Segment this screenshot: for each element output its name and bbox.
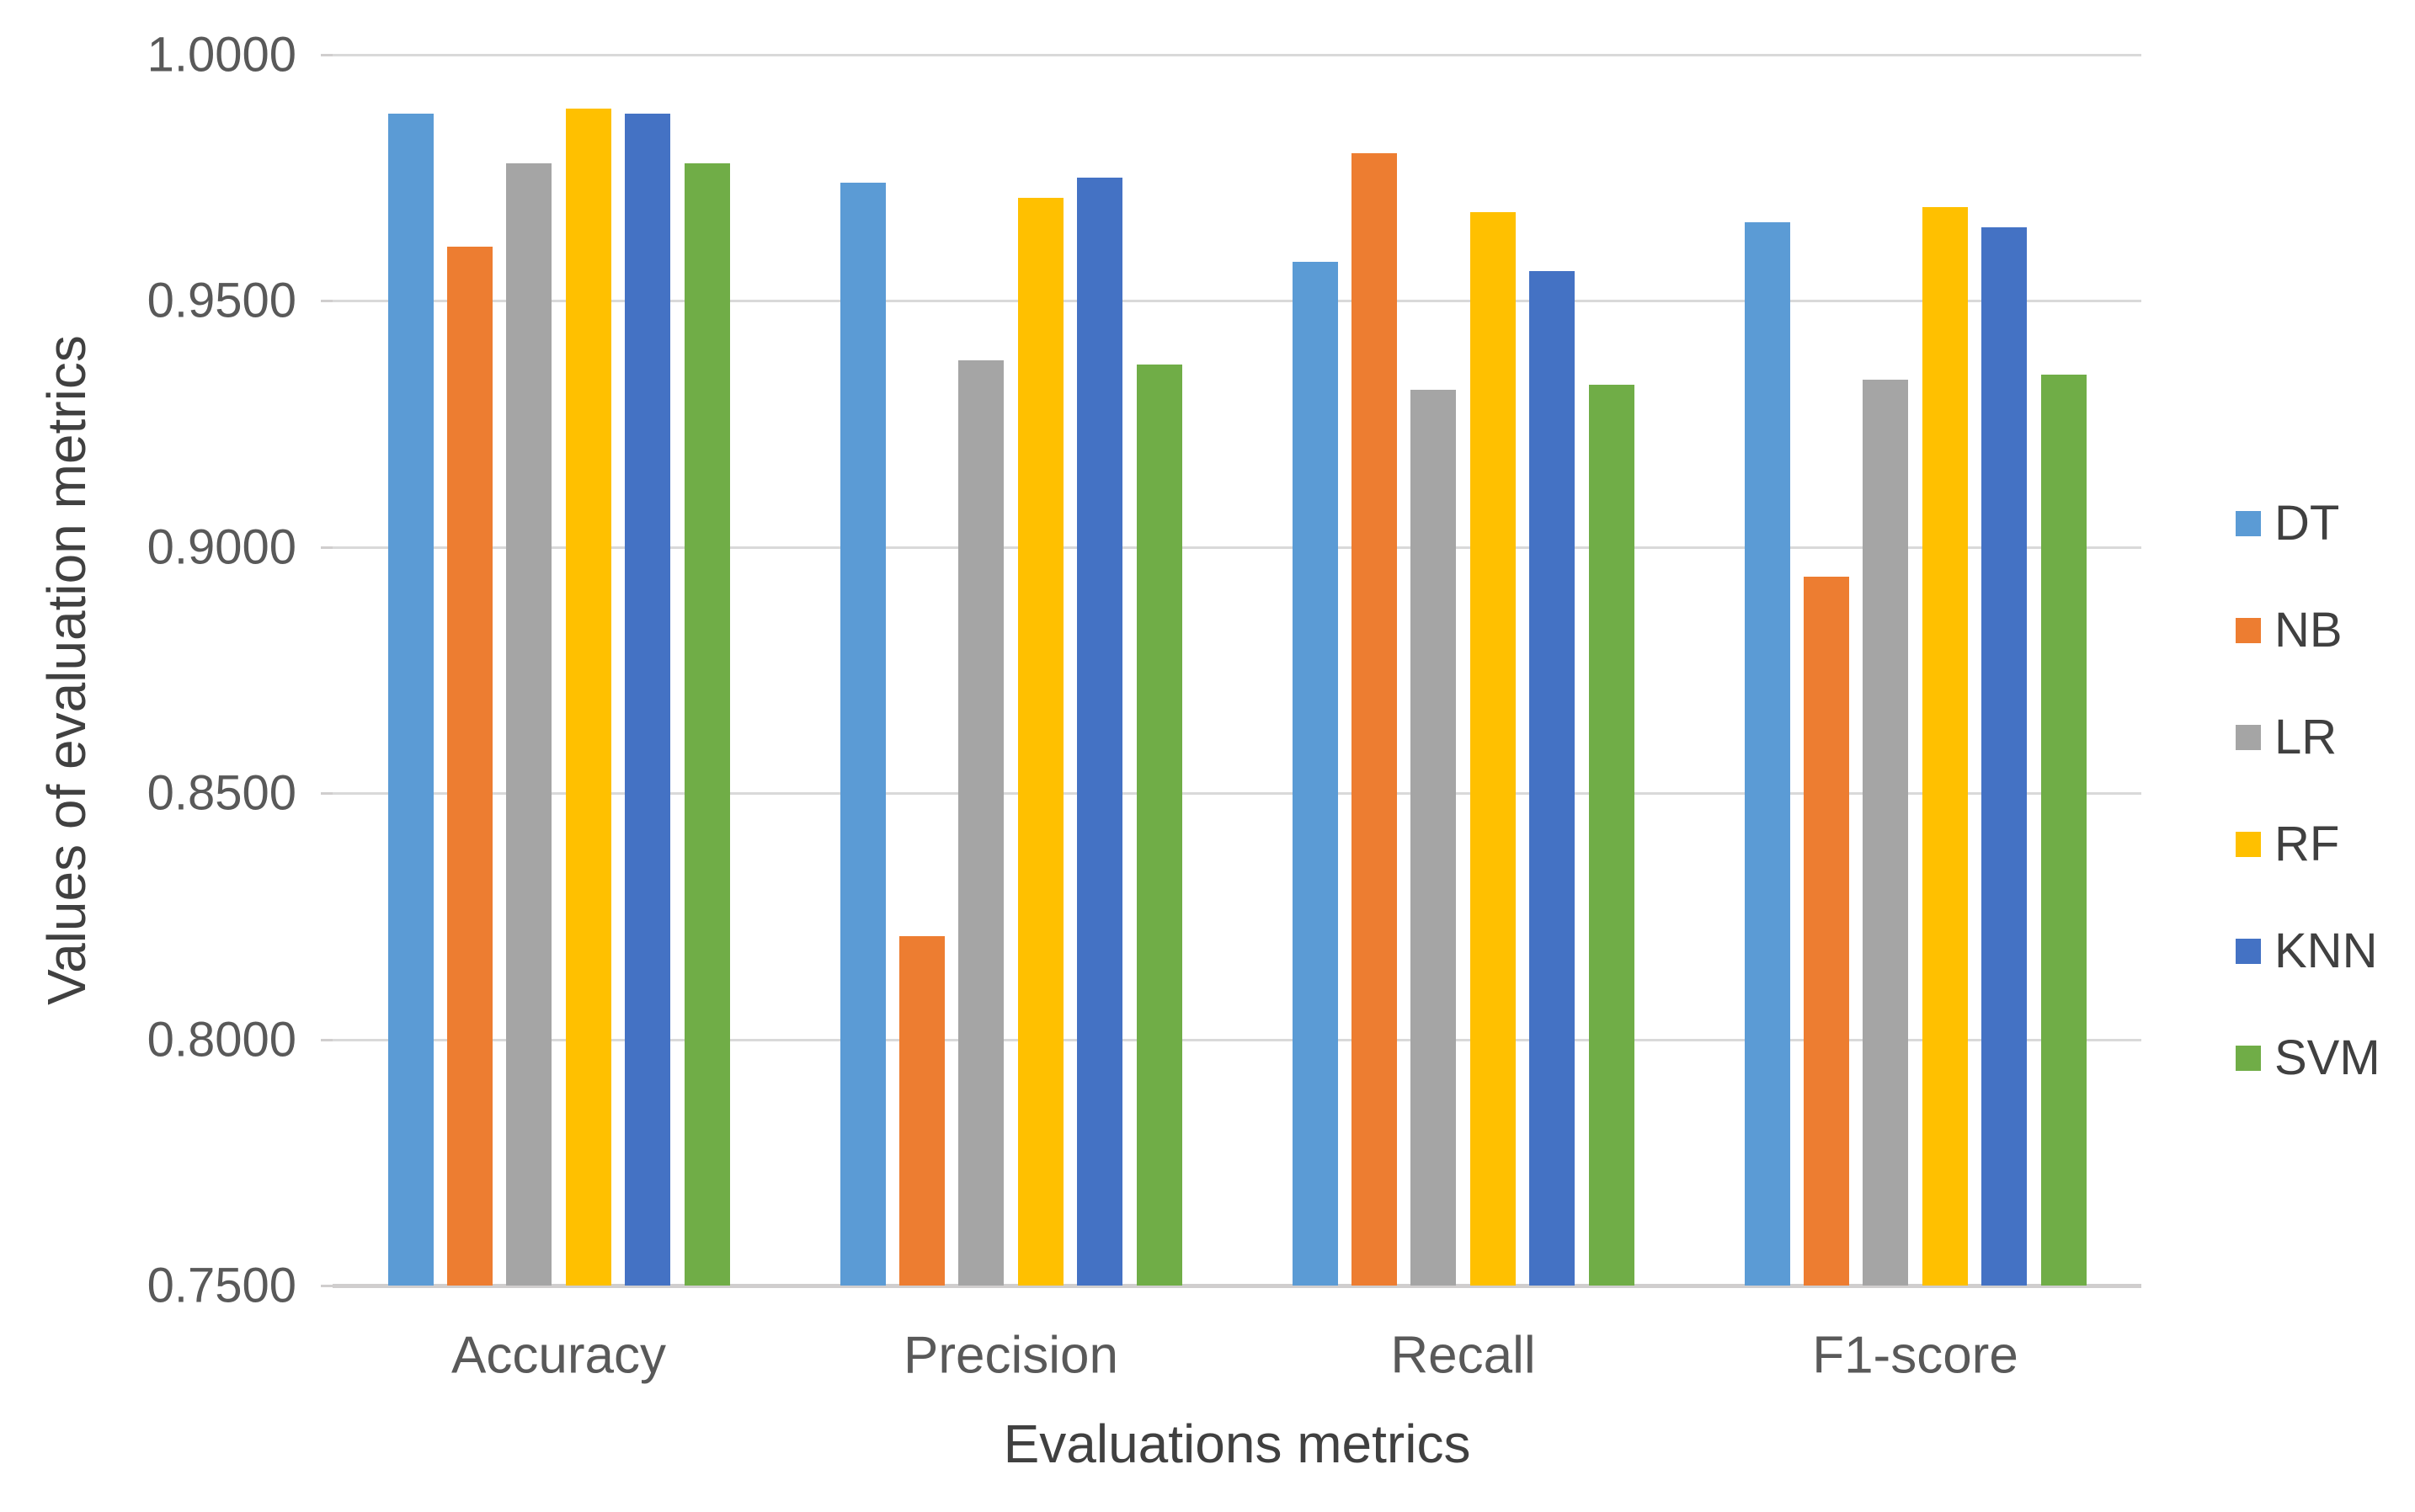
y-tick-label: 0.8500: [147, 765, 296, 821]
bar-lr-precision: [958, 359, 1005, 1286]
bar-svm-f1-score: [2040, 375, 2087, 1286]
bar-rf-precision: [1017, 197, 1064, 1286]
y-tick-mark: [321, 300, 333, 303]
legend-label: DT: [2274, 496, 2340, 551]
bar-rf-accuracy: [565, 109, 611, 1286]
bar-lr-f1-score: [1863, 379, 1909, 1286]
legend-color-swatch: [2236, 938, 2261, 964]
legend-label: KNN: [2274, 924, 2378, 978]
bar-nb-f1-score: [1803, 576, 1849, 1286]
y-tick-mark: [321, 546, 333, 549]
y-tick-label: 0.9500: [147, 273, 296, 328]
y-tick-label: 0.7500: [147, 1258, 296, 1313]
x-category-label: Precision: [904, 1326, 1118, 1385]
bar-lr-recall: [1410, 389, 1457, 1286]
legend-item-nb: NB: [2236, 577, 2380, 684]
bar-knn-accuracy: [625, 114, 671, 1286]
bar-rf-recall: [1469, 212, 1516, 1286]
legend-item-dt: DT: [2236, 470, 2380, 577]
y-tick-label: 0.8000: [147, 1012, 296, 1067]
x-category-label: Recall: [1390, 1326, 1536, 1385]
bar-rf-f1-score: [1922, 207, 1968, 1286]
bar-knn-f1-score: [1981, 226, 2028, 1286]
gridline: [333, 1038, 2141, 1041]
y-tick-label: 1.0000: [147, 27, 296, 83]
y-tick-mark: [321, 1285, 333, 1287]
gridline: [333, 546, 2141, 549]
bar-svm-accuracy: [684, 162, 730, 1286]
bar-dt-f1-score: [1744, 221, 1790, 1286]
legend-item-lr: LR: [2236, 684, 2380, 791]
bar-lr-accuracy: [506, 162, 552, 1286]
x-axis-line: [333, 1284, 2141, 1288]
x-category-label: F1-score: [1812, 1326, 2018, 1385]
y-tick-mark: [321, 54, 333, 56]
x-category-label: Accuracy: [451, 1326, 666, 1385]
bar-knn-precision: [1077, 178, 1123, 1286]
legend-color-swatch: [2236, 617, 2261, 643]
legend-item-knn: KNN: [2236, 897, 2380, 1004]
bar-dt-recall: [1292, 261, 1338, 1286]
y-tick-mark: [321, 792, 333, 796]
y-axis-title: Values of evaluation metrics: [36, 335, 97, 1005]
bar-svm-recall: [1588, 384, 1634, 1286]
gridline: [333, 792, 2141, 796]
legend-label: LR: [2274, 710, 2338, 764]
legend-label: RF: [2274, 817, 2340, 871]
y-tick-label: 0.9000: [147, 519, 296, 575]
legend-color-swatch: [2236, 510, 2261, 536]
bar-dt-accuracy: [387, 114, 434, 1286]
legend-label: SVM: [2274, 1030, 2380, 1085]
bar-svm-precision: [1136, 365, 1182, 1286]
bar-knn-recall: [1529, 271, 1575, 1286]
legend-item-svm: SVM: [2236, 1004, 2380, 1111]
legend-item-rf: RF: [2236, 791, 2380, 897]
bar-nb-accuracy: [446, 247, 493, 1286]
legend-color-swatch: [2236, 831, 2261, 857]
bar-nb-recall: [1351, 152, 1397, 1286]
gridline: [333, 300, 2141, 303]
legend: DT NB LR RF KNN SVM: [2236, 470, 2380, 1111]
bar-nb-precision: [898, 935, 945, 1286]
legend-color-swatch: [2236, 1045, 2261, 1071]
plot-area: [333, 54, 2141, 1288]
gridline: [333, 54, 2141, 56]
legend-color-swatch: [2236, 724, 2261, 750]
x-axis-title: Evaluations metrics: [1003, 1414, 1471, 1474]
y-tick-mark: [321, 1038, 333, 1041]
bar-dt-precision: [840, 183, 886, 1286]
legend-label: NB: [2274, 603, 2343, 658]
